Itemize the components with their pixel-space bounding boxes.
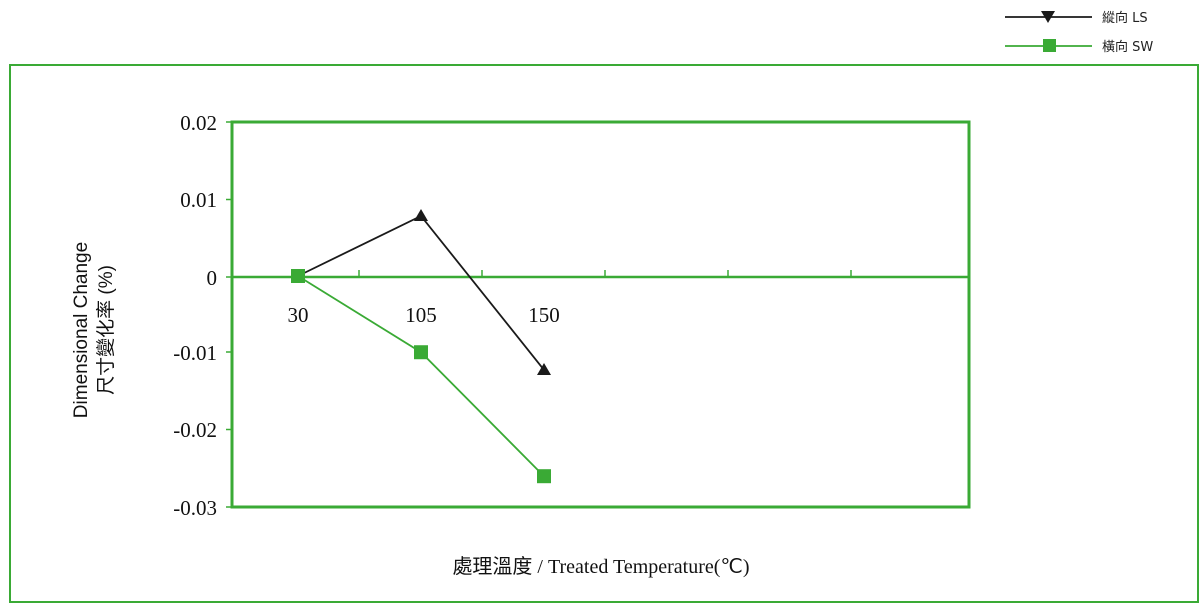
series-1-point	[414, 345, 428, 360]
y-tick-label: 0.01	[180, 188, 217, 212]
legend-label-sw: 橫向 SW	[1102, 39, 1153, 55]
series-layer	[291, 208, 551, 484]
x-tick-marks	[358, 270, 852, 277]
series-0-point	[414, 208, 428, 221]
y-tick-label: -0.01	[173, 341, 217, 365]
y-ticks: 0.02 0.01 0 -0.01 -0.02 -0.03	[173, 111, 232, 520]
series-0-point	[537, 362, 551, 375]
y-axis-title-line-2: 尺寸變化率 (%)	[95, 265, 117, 395]
y-tick-label: 0	[207, 266, 218, 290]
x-category-labels: 30 105 150	[288, 303, 560, 327]
legend: 縱向 LS 橫向 SW	[1005, 10, 1153, 55]
x-tick-label: 105	[405, 303, 437, 327]
y-axis-title: Dimensional Change 尺寸變化率 (%)	[71, 242, 117, 418]
x-tick-label: 30	[288, 303, 309, 327]
x-tick-label: 150	[528, 303, 560, 327]
legend-marker-ls	[1041, 11, 1055, 23]
y-tick-label: 0.02	[180, 111, 217, 135]
legend-label-ls: 縱向 LS	[1102, 10, 1148, 26]
outer-frame	[9, 64, 1199, 603]
series-1-point	[291, 269, 305, 283]
y-tick-label: -0.02	[173, 418, 217, 442]
x-axis-title: 處理溫度 / Treated Temperature(℃)	[452, 555, 749, 578]
legend-marker-sw	[1043, 39, 1056, 52]
series-1-point	[537, 469, 551, 484]
y-axis-title-line-1: Dimensional Change	[71, 242, 92, 418]
y-tick-label: -0.03	[173, 496, 217, 520]
plot-area-frame	[230, 120, 971, 509]
